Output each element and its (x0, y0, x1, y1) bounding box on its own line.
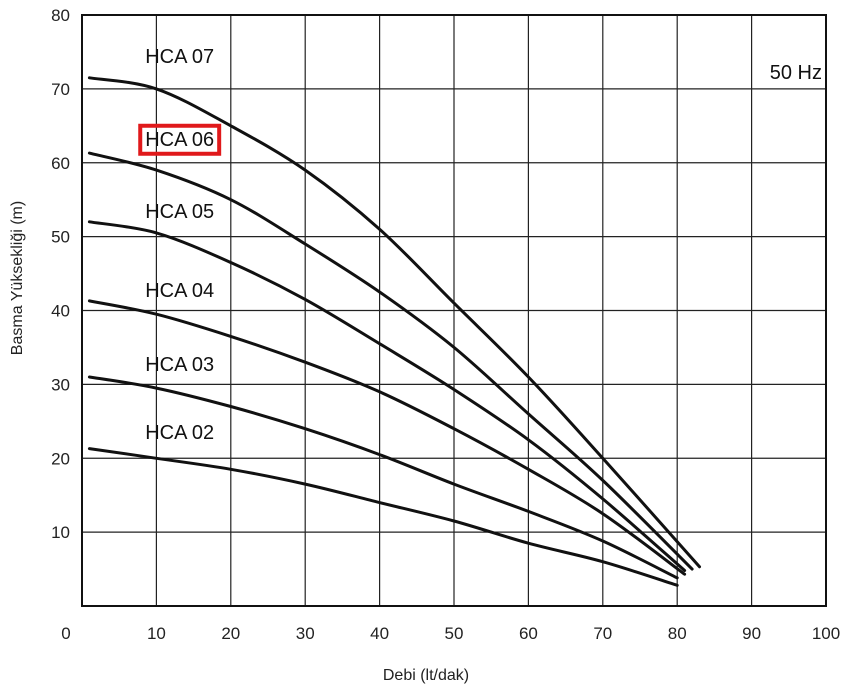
y-tick-labels: 10 20 30 40 50 60 70 80 (51, 6, 70, 542)
x-tick-label: 60 (519, 624, 538, 643)
x-tick-label: 0 (61, 624, 70, 643)
y-tick-label: 50 (51, 228, 70, 247)
series-line-hca-07 (87, 76, 701, 569)
series-line-hca-02 (87, 447, 679, 587)
y-tick-label: 80 (51, 6, 70, 25)
x-tick-label: 90 (742, 624, 761, 643)
x-axis-label: Debi (lt/dak) (383, 667, 469, 684)
series-label-hca-06: HCA 06 (145, 129, 214, 151)
frequency-annotation: 50 Hz (770, 62, 822, 84)
y-tick-label: 30 (51, 375, 70, 394)
y-axis-label: Basma Yüksekliği (m) (9, 201, 26, 355)
series-label-hca-04: HCA 04 (145, 280, 214, 302)
x-tick-label: 80 (668, 624, 687, 643)
y-tick-label: 20 (51, 449, 70, 468)
plot-frame (81, 14, 827, 607)
x-tick-label: 40 (370, 624, 389, 643)
series-label-hca-07: HCA 07 (145, 46, 214, 68)
series-line-hca-06 (87, 151, 694, 571)
highlight-box (138, 123, 222, 156)
x-tick-label: 20 (221, 624, 240, 643)
x-tick-label: 10 (147, 624, 166, 643)
series-label-hca-05: HCA 05 (145, 201, 214, 223)
series-curves (87, 76, 701, 587)
x-tick-label: 30 (296, 624, 315, 643)
series-line-hca-05 (87, 220, 687, 572)
series-labels: HCA 07 HCA 06 HCA 05 HCA 04 HCA 03 HCA 02 (145, 46, 214, 444)
y-tick-label: 10 (51, 523, 70, 542)
x-tick-label: 50 (445, 624, 464, 643)
y-tick-label: 40 (51, 302, 70, 321)
grid-lines (82, 15, 826, 606)
series-line-hca-04 (87, 299, 687, 576)
series-label-hca-02: HCA 02 (145, 422, 214, 444)
x-tick-label: 100 (812, 624, 840, 643)
y-tick-label: 70 (51, 80, 70, 99)
series-line-hca-03 (87, 375, 679, 580)
x-tick-labels: 0 10 20 30 40 50 60 70 80 90 100 (61, 624, 840, 643)
x-tick-label: 70 (593, 624, 612, 643)
y-tick-label: 60 (51, 154, 70, 173)
series-label-hca-03: HCA 03 (145, 354, 214, 376)
